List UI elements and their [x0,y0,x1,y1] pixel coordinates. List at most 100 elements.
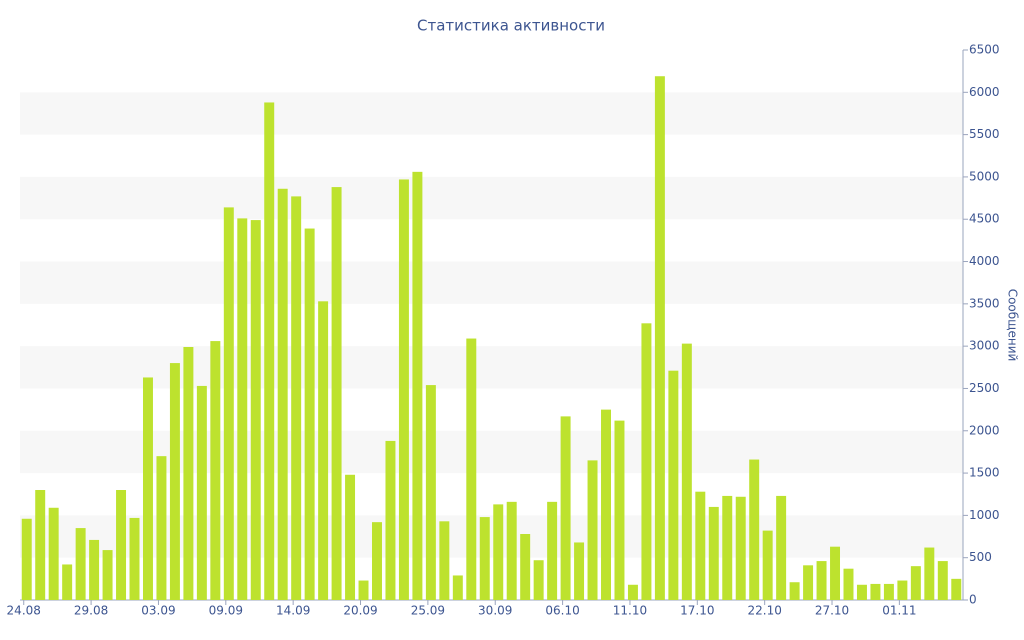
x-tick-label: 01.11 [882,604,916,618]
bar [304,228,315,601]
x-tick-label: 14.09 [276,604,310,618]
bar [695,491,706,600]
bar [21,518,32,600]
bar [614,420,625,600]
bar [951,578,962,600]
bar [937,561,948,600]
bar [749,459,760,600]
bar [89,539,100,600]
x-tick-label: 03.09 [141,604,175,618]
bar [250,220,261,601]
x-tick-label: 09.09 [209,604,243,618]
bar [843,568,854,600]
x-tick-label: 24.08 [7,604,41,618]
bar [547,501,558,600]
bar [237,218,248,600]
y-tick-label: 1500 [969,466,1000,480]
bar [910,566,921,600]
bar [102,550,113,600]
bar [398,179,409,600]
bar [654,76,665,600]
bar [493,504,504,600]
bar [627,584,638,600]
bar [601,409,611,600]
grid-band [20,92,963,135]
bar [722,495,733,600]
bar [856,584,867,600]
bar [116,490,127,600]
bar [35,490,46,600]
bar [142,377,153,600]
bar [75,528,86,600]
bar [789,582,800,600]
y-tick-label: 5500 [969,127,1000,141]
x-tick-label: 29.08 [74,604,108,618]
y-tick-label: 1000 [969,508,1000,522]
y-tick-label: 4500 [969,212,1000,226]
grid-band [20,346,963,389]
bar [883,583,894,600]
chart-title: Статистика активности [417,17,605,35]
bar [735,496,746,600]
y-tick-label: 2000 [969,423,1000,437]
y-tick-label: 2500 [969,381,1000,395]
bar [62,564,73,600]
bar [870,583,881,600]
bar [358,580,369,600]
bar [385,440,396,600]
bar [345,474,356,600]
bar [277,188,288,600]
bar [641,323,652,600]
bar [156,456,167,600]
bar [574,542,585,600]
y-tick-label: 0 [969,593,977,607]
y-tick-label: 3000 [969,339,1000,353]
bar [372,522,382,600]
x-tick-label: 06.10 [545,604,579,618]
bar [479,517,490,600]
bar [520,534,531,600]
y-axis-label: Сообщений [1006,289,1020,362]
y-tick-label: 6500 [969,43,1000,57]
bar [830,546,841,600]
bar [452,575,463,600]
bar [129,517,140,600]
y-tick-label: 3500 [969,296,1000,310]
bar [439,521,450,600]
bar [897,580,908,600]
bar [762,530,773,600]
bar [803,565,814,600]
bar [816,561,827,600]
bar [183,347,194,600]
grid-band [20,176,963,220]
bar [466,338,477,600]
x-tick-label: 20.09 [343,604,377,618]
grid-band [20,261,963,304]
bar [169,363,180,600]
bar [264,102,275,600]
y-tick-label: 500 [969,550,992,564]
x-tick-label: 11.10 [613,604,647,618]
bar [210,341,221,600]
bar [196,385,207,600]
x-tick-label: 17.10 [680,604,714,618]
y-tick-label: 6000 [969,85,1000,99]
bar [425,385,436,600]
bar [331,187,342,601]
y-tick-label: 5000 [969,169,1000,183]
x-tick-label: 25.09 [411,604,445,618]
bar [587,460,598,600]
x-tick-label: 22.10 [747,604,781,618]
bar [223,207,234,600]
bar [318,301,329,600]
bar [291,196,302,600]
bar [48,507,59,600]
bar [506,501,517,600]
x-tick-label: 30.09 [478,604,512,618]
y-tick-label: 4000 [969,254,1000,268]
bar [533,560,544,600]
bar [412,171,423,600]
bar [668,370,679,600]
x-tick-label: 27.10 [815,604,849,618]
